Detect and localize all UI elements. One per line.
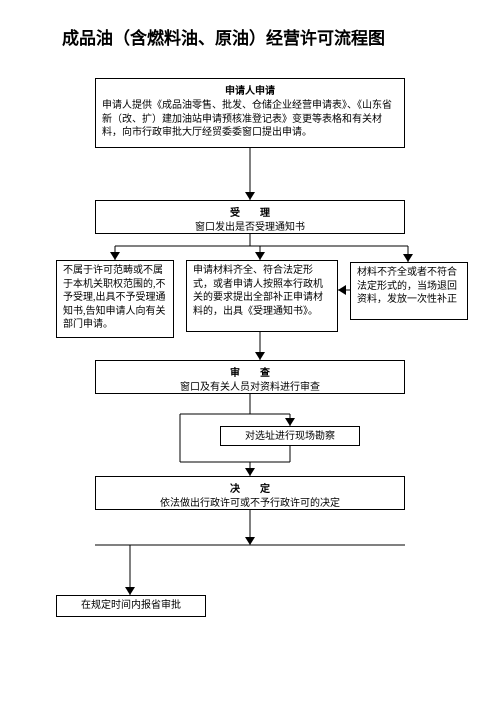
node-apply-title: 申请人申请 bbox=[102, 82, 398, 97]
node-accept-text: 窗口发出是否受理通知书 bbox=[102, 221, 398, 235]
node-review-text: 窗口及有关人员对资料进行审查 bbox=[102, 381, 398, 395]
node-decide-text: 依法做出行政许可或不予行政许可的决定 bbox=[102, 497, 398, 511]
page-title: 成品油（含燃料油、原油）经营许可流程图 bbox=[62, 28, 442, 49]
node-apply: 申请人申请 申请人提供《成品油零售、批发、仓储企业经营申请表》、《山东省新（改、… bbox=[95, 78, 405, 148]
node-apply-text: 申请人提供《成品油零售、批发、仓储企业经营申请表》、《山东省新（改、扩）建加油站… bbox=[102, 99, 398, 140]
node-accept: 受 理 窗口发出是否受理通知书 bbox=[95, 200, 405, 234]
node-incomplete: 材料不齐全或者不符合法定形式的，当场退回资料，发放一次性补正 bbox=[350, 262, 468, 320]
node-decide-title: 决 定 bbox=[102, 480, 398, 495]
node-complete-text: 申请材料齐全、符合法定形式，或者申请人按照本行政机关的要求提出全部补正申请材料的… bbox=[193, 264, 331, 318]
node-report: 在规定时间内报省审批 bbox=[56, 595, 206, 617]
node-incomplete-text: 材料不齐全或者不符合法定形式的，当场退回资料，发放一次性补正 bbox=[357, 266, 461, 307]
node-inspect: 对选址进行现场勘察 bbox=[220, 426, 360, 446]
node-inspect-text: 对选址进行现场勘察 bbox=[227, 430, 353, 444]
node-review: 审 查 窗口及有关人员对资料进行审查 bbox=[95, 360, 405, 394]
node-review-title: 审 查 bbox=[102, 364, 398, 379]
node-complete: 申请材料齐全、符合法定形式，或者申请人按照本行政机关的要求提出全部补正申请材料的… bbox=[186, 260, 338, 332]
node-report-text: 在规定时间内报省审批 bbox=[63, 599, 199, 613]
node-reject: 不属于许可范畴或不属于本机关职权范围的,不予受理,出具不予受理通知书,告知申请人… bbox=[56, 260, 174, 338]
node-reject-text: 不属于许可范畴或不属于本机关职权范围的,不予受理,出具不予受理通知书,告知申请人… bbox=[63, 264, 167, 332]
node-decide: 决 定 依法做出行政许可或不予行政许可的决定 bbox=[95, 476, 405, 510]
node-accept-title: 受 理 bbox=[102, 204, 398, 219]
